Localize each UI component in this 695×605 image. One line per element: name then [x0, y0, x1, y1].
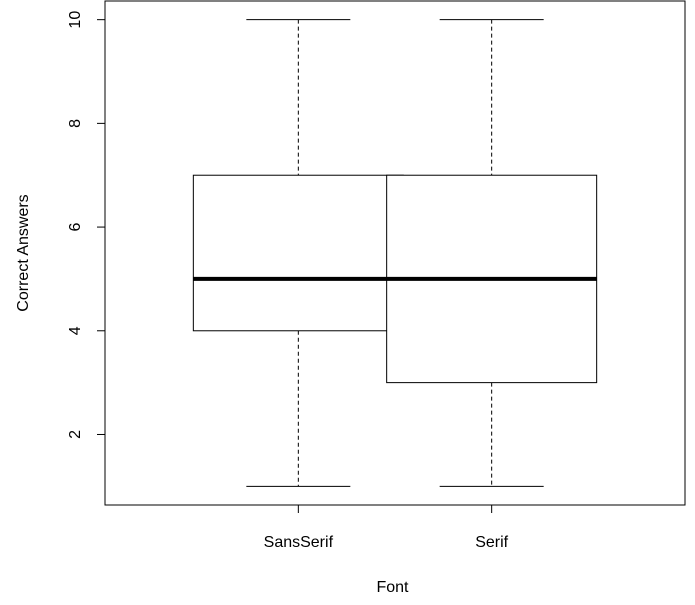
- plot-frame: [104, 0, 686, 506]
- y-axis: 2 4 6 8 10: [67, 11, 105, 439]
- x-tick-label: SansSerif: [264, 534, 334, 551]
- y-tick-label: 10: [67, 11, 84, 29]
- iqr-box: [192, 174, 404, 332]
- x-tick-label: Serif: [475, 534, 508, 551]
- y-tick-label: 6: [67, 223, 84, 232]
- y-tick-label: 2: [67, 430, 84, 439]
- box-group: [386, 19, 598, 487]
- y-axis-label: Correct Answers: [15, 194, 32, 311]
- box-group: [192, 19, 404, 487]
- x-axis: SansSerif Serif: [264, 505, 509, 551]
- y-tick-label: 8: [67, 119, 84, 128]
- boxes: [192, 19, 598, 487]
- y-tick-label: 4: [67, 326, 84, 335]
- x-axis-label: Font: [376, 579, 409, 596]
